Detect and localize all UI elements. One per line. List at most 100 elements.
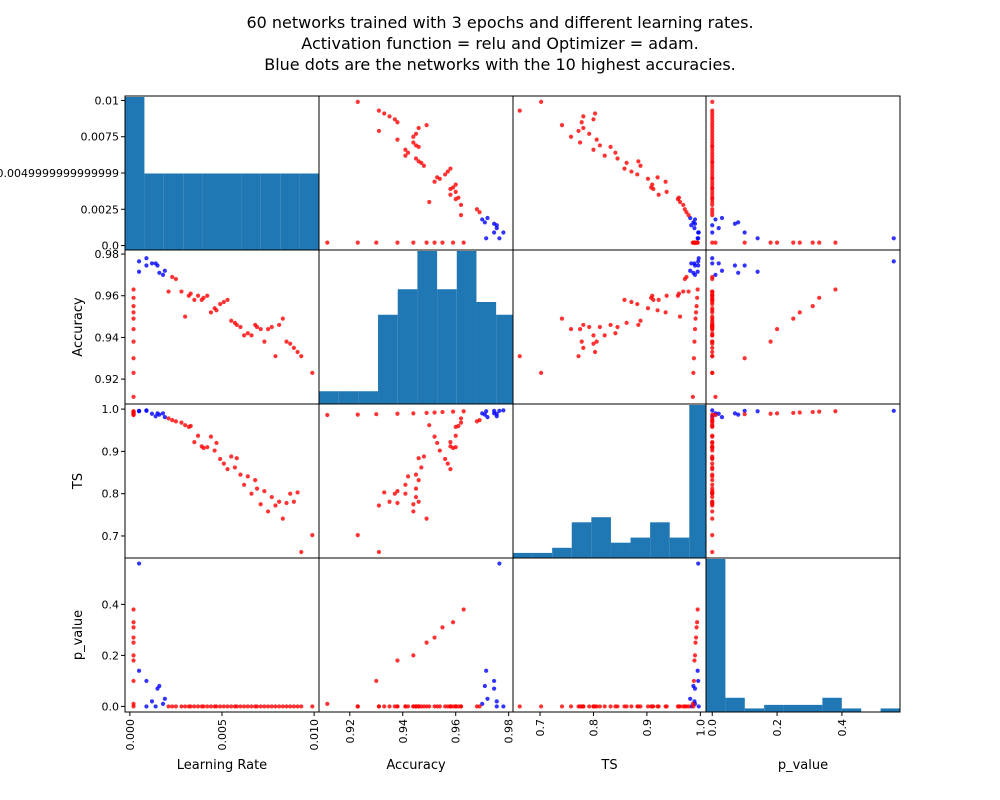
panel-p-value-vs-learning-rate: [124, 557, 320, 713]
data-point: [613, 331, 618, 336]
data-point: [710, 114, 715, 119]
data-point: [592, 349, 598, 355]
data-point: [249, 333, 254, 338]
data-point: [131, 339, 136, 344]
data-point: [501, 408, 506, 413]
data-point: [713, 394, 718, 399]
x-tick-label: 0.92: [344, 719, 357, 744]
panel-frame: [705, 249, 901, 405]
data-point: [157, 683, 162, 689]
data-point: [262, 489, 267, 494]
data-point: [424, 410, 429, 416]
data-point: [742, 408, 747, 413]
data-point: [355, 412, 360, 417]
data-point: [695, 295, 700, 300]
data-point: [325, 412, 330, 418]
data-point: [791, 316, 796, 321]
data-point: [576, 128, 581, 134]
data-point: [768, 240, 773, 245]
x-axis-label-p-value: p_value: [778, 758, 828, 773]
data-point: [443, 172, 448, 177]
data-point: [170, 704, 175, 709]
data-point: [131, 678, 136, 684]
y-axis-label-ts: TS: [71, 473, 86, 490]
data-point: [791, 410, 796, 416]
data-point: [432, 635, 437, 640]
y-tick-label: 0.94: [95, 331, 120, 344]
data-point: [440, 409, 445, 415]
data-point: [450, 240, 456, 245]
data-point: [817, 295, 822, 300]
data-point: [629, 704, 634, 709]
data-point: [492, 686, 497, 691]
data-point: [424, 640, 429, 645]
data-point: [710, 256, 715, 261]
hist-bar: [125, 97, 145, 250]
data-point: [656, 297, 661, 302]
data-point: [692, 339, 697, 344]
panel-ts-vs-accuracy: [318, 403, 514, 559]
data-point: [179, 289, 184, 294]
data-point: [691, 678, 697, 684]
data-point: [494, 704, 499, 709]
data-point: [613, 704, 618, 709]
y-tick-label: 0.0: [102, 700, 120, 713]
hist-bar: [803, 704, 823, 712]
data-point: [710, 341, 715, 346]
panel-ts-vs-p-value: [705, 403, 901, 559]
data-point: [696, 259, 701, 264]
data-point: [374, 240, 379, 245]
data-point: [392, 117, 397, 122]
data-point: [581, 322, 586, 328]
hist-bar: [280, 173, 300, 250]
data-point: [682, 207, 687, 212]
data-point: [710, 128, 715, 134]
data-point: [160, 701, 166, 707]
panel-accuracy-vs-ts: [512, 249, 707, 405]
data-point: [592, 704, 598, 709]
panel-accuracy-vs-p-value: [705, 249, 901, 405]
data-point: [636, 322, 641, 328]
data-point: [450, 185, 456, 190]
data-point: [249, 704, 254, 709]
data-point: [696, 678, 701, 684]
data-point: [710, 207, 715, 212]
data-point: [395, 137, 400, 142]
y-tick-label: 0.96: [95, 290, 120, 303]
data-point: [450, 409, 456, 414]
data-point: [742, 263, 747, 268]
panel-learning-rate-vs-ts: [512, 95, 707, 251]
data-point: [655, 704, 660, 709]
data-point: [710, 494, 715, 500]
data-point: [891, 236, 896, 241]
data-point: [374, 412, 379, 417]
data-point: [411, 509, 416, 514]
data-point: [253, 478, 258, 483]
data-point: [710, 333, 715, 338]
data-point: [461, 607, 466, 612]
hist-bar: [496, 314, 513, 404]
data-point: [710, 240, 715, 245]
data-point: [559, 704, 565, 709]
data-point: [710, 412, 715, 417]
data-point: [681, 704, 686, 709]
data-point: [645, 306, 651, 311]
data-point: [710, 490, 715, 495]
data-point: [269, 704, 274, 709]
x-tick-label: 0.94: [397, 719, 410, 744]
y-tick-label: 0.4: [102, 598, 120, 611]
x-tick-label: 0.005: [216, 719, 229, 751]
data-point: [696, 561, 701, 566]
panel-ts-vs-learning-rate: [124, 403, 320, 559]
data-point: [693, 635, 699, 640]
data-point: [376, 503, 382, 508]
data-point: [245, 474, 250, 479]
panel-p-value-vs-ts: [512, 557, 707, 713]
data-point: [681, 289, 686, 294]
data-point: [710, 516, 715, 521]
data-point: [413, 143, 419, 148]
data-point: [608, 144, 613, 149]
panel-learning-rate-vs-p-value: [705, 95, 901, 251]
data-point: [645, 176, 651, 181]
data-point: [710, 549, 715, 555]
